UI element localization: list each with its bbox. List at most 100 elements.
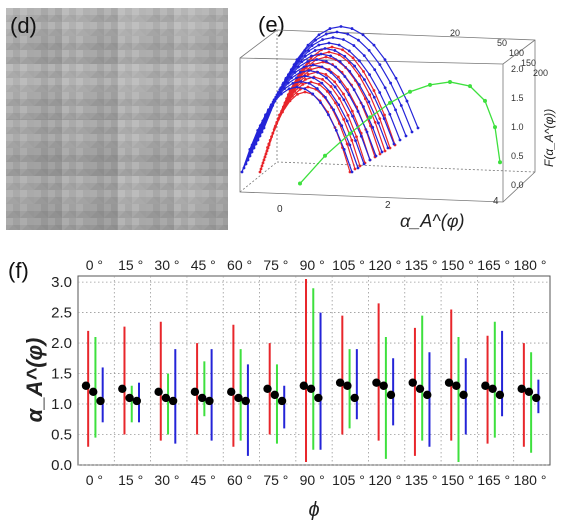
e-blue-curve-point (324, 59, 328, 63)
e-blue-curve-point (394, 108, 397, 112)
f-bottom-category-label: 30 ° (154, 472, 179, 488)
e-green-point (348, 131, 352, 136)
e-red-curve-point (258, 170, 262, 174)
f-mean-point (452, 381, 461, 390)
f-mean-point (263, 384, 272, 393)
f-mean-point (488, 384, 497, 393)
e-blue-curve-point (324, 32, 328, 36)
f-mean-point (306, 384, 316, 393)
e-blue-curve-point (372, 95, 376, 99)
e-red-curve-point (351, 56, 355, 60)
e-blue-curve-point (332, 108, 335, 112)
e-green-curve (299, 81, 501, 184)
e-red-curve-point (350, 109, 354, 113)
f-bottom-category-label: 135 ° (405, 472, 438, 488)
f-mean-point (161, 393, 171, 403)
e-blue-curve-point (258, 134, 262, 138)
f-bottom-category-label: 180 ° (514, 472, 547, 488)
e-blue-curve-point (242, 166, 246, 170)
e-blue-curve-point (374, 154, 378, 158)
e-blue-curve-point (340, 124, 344, 128)
e-depth-tick: 20 (450, 28, 460, 38)
f-xlabel: ϕ (308, 499, 319, 521)
e-blue-curve-point (284, 76, 288, 80)
e-blue-curve-point (394, 76, 398, 80)
f-top-category-label: 15 ° (118, 257, 143, 273)
e-blue-curve-point (331, 36, 335, 39)
e-red-curve-point (388, 146, 392, 150)
e-blue-curve-point (359, 134, 363, 138)
f-top-category-label: 75 ° (263, 257, 288, 273)
e-blue-curve-point (368, 158, 372, 162)
e-blue-curve-point (256, 138, 260, 142)
e-green-point (298, 181, 302, 186)
f-top-category-label: 135 ° (405, 257, 438, 273)
f-mean-point (481, 381, 490, 390)
e-x-tick: 0 (277, 204, 283, 215)
e-blue-curve-point (389, 81, 392, 85)
e-blue-curve-point (329, 54, 332, 58)
e-red-curve-point (353, 167, 357, 171)
e-red-curve-point (350, 138, 354, 142)
e-blue-curve-point (388, 112, 392, 116)
e-blue-curve-point (386, 146, 390, 150)
e-blue-curve-point (262, 126, 266, 130)
e-blue-curve-point (362, 105, 365, 109)
e-red-curve-point (383, 113, 386, 117)
e-blue-curve-point (352, 88, 356, 92)
e-blue-curve-point (334, 128, 338, 132)
e-red-curve-point (338, 97, 341, 100)
e-blue-curve-point (357, 38, 360, 42)
f-top-category-label: 90 ° (300, 257, 325, 273)
e-red-curve-point (378, 117, 382, 121)
e-blue-curve-point (260, 130, 264, 134)
e-blue-curve-point (312, 76, 315, 80)
f-ytick-label: 3.0 (51, 274, 72, 291)
e-blue-curve-point (333, 85, 337, 89)
f-mean-point (190, 387, 200, 397)
e-red-curve-point (321, 77, 324, 81)
panel-e-label: (e) (258, 12, 285, 37)
e-blue-curve-point (365, 130, 369, 134)
e-blue-curve-point (329, 71, 333, 74)
e-green-point (498, 160, 502, 165)
e-blue-curve-point (367, 100, 371, 104)
e-blue-curve-point (327, 113, 330, 117)
e-blue-curve-point (343, 54, 347, 58)
e-red-curve-point (348, 170, 352, 174)
e-red-curve-point (262, 158, 266, 162)
e-green-point (493, 125, 497, 130)
e-red-curve-point (342, 117, 346, 121)
f-mean-point (524, 387, 534, 397)
f-mean-point (241, 396, 250, 406)
e-blue-curve-point (346, 32, 350, 36)
e-red-curve-point (346, 113, 350, 117)
e-blue-curve-point (244, 162, 248, 166)
f-mean-point (314, 393, 323, 403)
e-blue-curve-point (317, 43, 321, 47)
e-green-point (388, 100, 392, 105)
e-depth-tick: 50 (497, 38, 507, 48)
e-blue-curve-point (307, 81, 311, 85)
e-blue-curve-point (328, 27, 332, 30)
e-red-curve-point (355, 135, 358, 139)
e-blue-curve-point (347, 49, 351, 53)
f-mean-point (459, 390, 468, 400)
f-mean-point (495, 390, 505, 400)
f-top-category-label: 105 ° (332, 257, 365, 273)
f-mean-point (415, 384, 425, 393)
e-blue-curve-point (367, 48, 371, 52)
e-blue-curve-point (250, 150, 254, 154)
e-red-curve-point (260, 164, 264, 168)
e-red-curve-point (345, 142, 349, 146)
f-top-category-label: 150 ° (441, 257, 474, 273)
e-blue-curve-point (357, 83, 361, 87)
f-mean-point (335, 378, 345, 387)
e-blue-curve-point (368, 73, 371, 77)
plot-box (239, 29, 536, 203)
e-red-curve-point (333, 80, 337, 84)
e-red-curve-point (358, 74, 361, 78)
e-blue-curve-point (320, 81, 324, 85)
e-red-curve-point (267, 143, 271, 147)
